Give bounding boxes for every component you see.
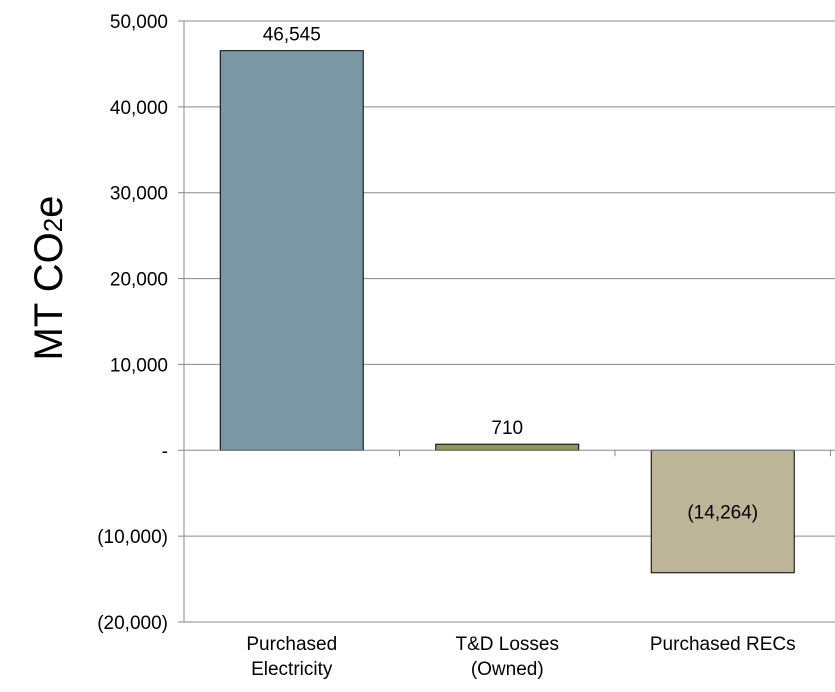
bar — [219, 50, 364, 451]
category-label: (Owned) — [471, 659, 544, 680]
category-label: Purchased — [246, 634, 337, 655]
bar — [435, 443, 580, 451]
y-tick-label: 30,000 — [110, 184, 168, 205]
y-tick-labels: 50,000 40,000 30,000 20,000 10,000 - (10,000) (… — [97, 12, 168, 634]
y-tick-label: (20,000) — [97, 613, 168, 634]
y-tick-label: 10,000 — [110, 355, 168, 376]
y-tick-label: (10,000) — [97, 527, 168, 548]
data-labels: 46,545 710 (14,264) — [263, 25, 758, 524]
y-tick-label: 50,000 — [110, 12, 168, 33]
bar — [650, 449, 795, 574]
data-label: 710 — [491, 418, 523, 439]
category-label: Electricity — [251, 659, 333, 680]
data-label: 46,545 — [263, 25, 321, 46]
axes — [178, 20, 835, 623]
y-tick-label: - — [162, 441, 168, 462]
y-tick-label: 40,000 — [110, 98, 168, 119]
bars — [219, 50, 795, 574]
category-label: T&D Losses — [456, 634, 559, 655]
y-tick-label: 20,000 — [110, 270, 168, 291]
data-label: (14,264) — [687, 503, 758, 524]
category-labels: Purchased Electricity T&D Losses (Owned) Pur… — [246, 634, 795, 680]
y-axis-label: MT CO2e — [27, 196, 71, 361]
category-label: Purchased RECs — [650, 634, 796, 655]
